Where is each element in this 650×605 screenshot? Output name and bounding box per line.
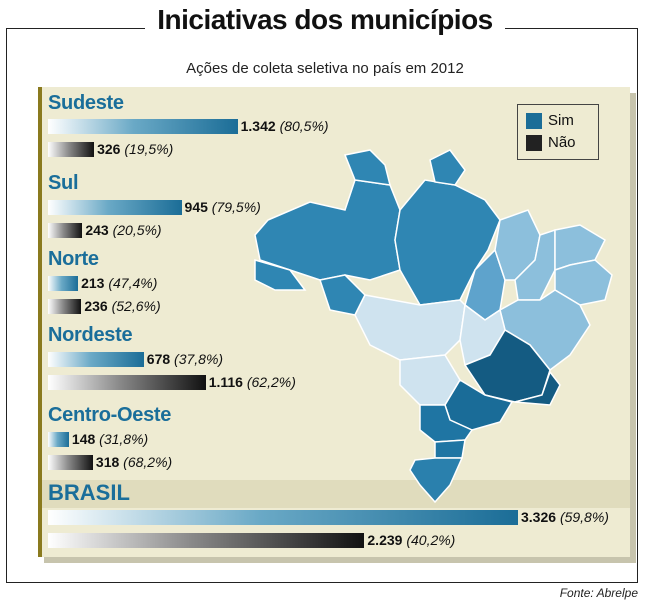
source-note: Fonte: Abrelpe <box>559 586 638 600</box>
chart-subtitle: Ações de coleta seletiva no país em 2012 <box>186 60 464 77</box>
brazil-map <box>254 149 613 504</box>
value-label-sim-5: 3.326 (59,8%) <box>521 509 609 525</box>
legend-swatch-nao <box>526 135 542 151</box>
bar-sim-5 <box>48 510 518 525</box>
map-state-mato-grosso <box>354 294 466 361</box>
map-state-parana <box>419 404 474 443</box>
legend-label-sim: Sim <box>548 112 574 129</box>
chart-title-wrap: Iniciativas dos municípios <box>0 4 650 36</box>
value-label-sim-3: 678 (37,8%) <box>146 351 224 367</box>
category-label-3: Nordeste <box>48 324 133 346</box>
bar-sim-2 <box>48 276 79 291</box>
category-label-1: Sul <box>48 172 79 194</box>
value-label-sim-4: 148 (31,8%) <box>71 431 149 447</box>
value-label-nao-4: 318 (68,2%) <box>95 454 173 470</box>
value-label-nao-3: 1.116 (62,2%) <box>208 374 296 390</box>
bar-sim-4 <box>48 432 69 447</box>
map-state-roraima <box>343 149 391 186</box>
bar-nao-1 <box>48 223 83 238</box>
map-state-amazonas <box>254 179 401 281</box>
value-label-nao-5: 2.239 (40,2%) <box>367 532 456 548</box>
bar-sim-3 <box>48 352 144 367</box>
chart-legend: Sim Não <box>517 104 599 160</box>
bar-sim-1 <box>48 200 182 215</box>
value-label-sim-0: 1.342 (80,5%) <box>240 118 329 134</box>
value-label-nao-1: 243 (20,5%) <box>85 222 162 238</box>
map-state-santa-catarina <box>434 439 466 459</box>
brasil-band <box>42 480 630 508</box>
category-label-5: BRASIL <box>48 480 130 505</box>
bar-nao-4 <box>48 455 93 470</box>
bar-nao-3 <box>48 375 206 390</box>
panel-accent-bar <box>38 87 42 557</box>
bar-sim-0 <box>48 119 238 134</box>
map-state-rj-es <box>514 370 561 406</box>
map-state-amapa <box>429 149 466 186</box>
value-label-nao-0: 326 (19,5%) <box>97 141 174 157</box>
value-label-sim-2: 213 (47,4%) <box>81 275 158 291</box>
value-label-nao-2: 236 (52,6%) <box>84 298 161 314</box>
legend-swatch-sim <box>526 113 542 129</box>
category-label-0: Sudeste <box>48 92 124 114</box>
bar-nao-2 <box>48 299 82 314</box>
map-state-rio-grande-sul <box>409 457 464 504</box>
category-label-2: Norte <box>48 248 99 270</box>
value-label-sim-1: 945 (79,5%) <box>184 199 261 215</box>
category-label-4: Centro-Oeste <box>48 404 172 426</box>
chart-title: Iniciativas dos municípios <box>145 4 505 35</box>
bar-nao-5 <box>48 533 365 548</box>
map-state-acre <box>254 259 307 291</box>
legend-label-nao: Não <box>548 134 576 151</box>
bar-nao-0 <box>48 142 95 157</box>
